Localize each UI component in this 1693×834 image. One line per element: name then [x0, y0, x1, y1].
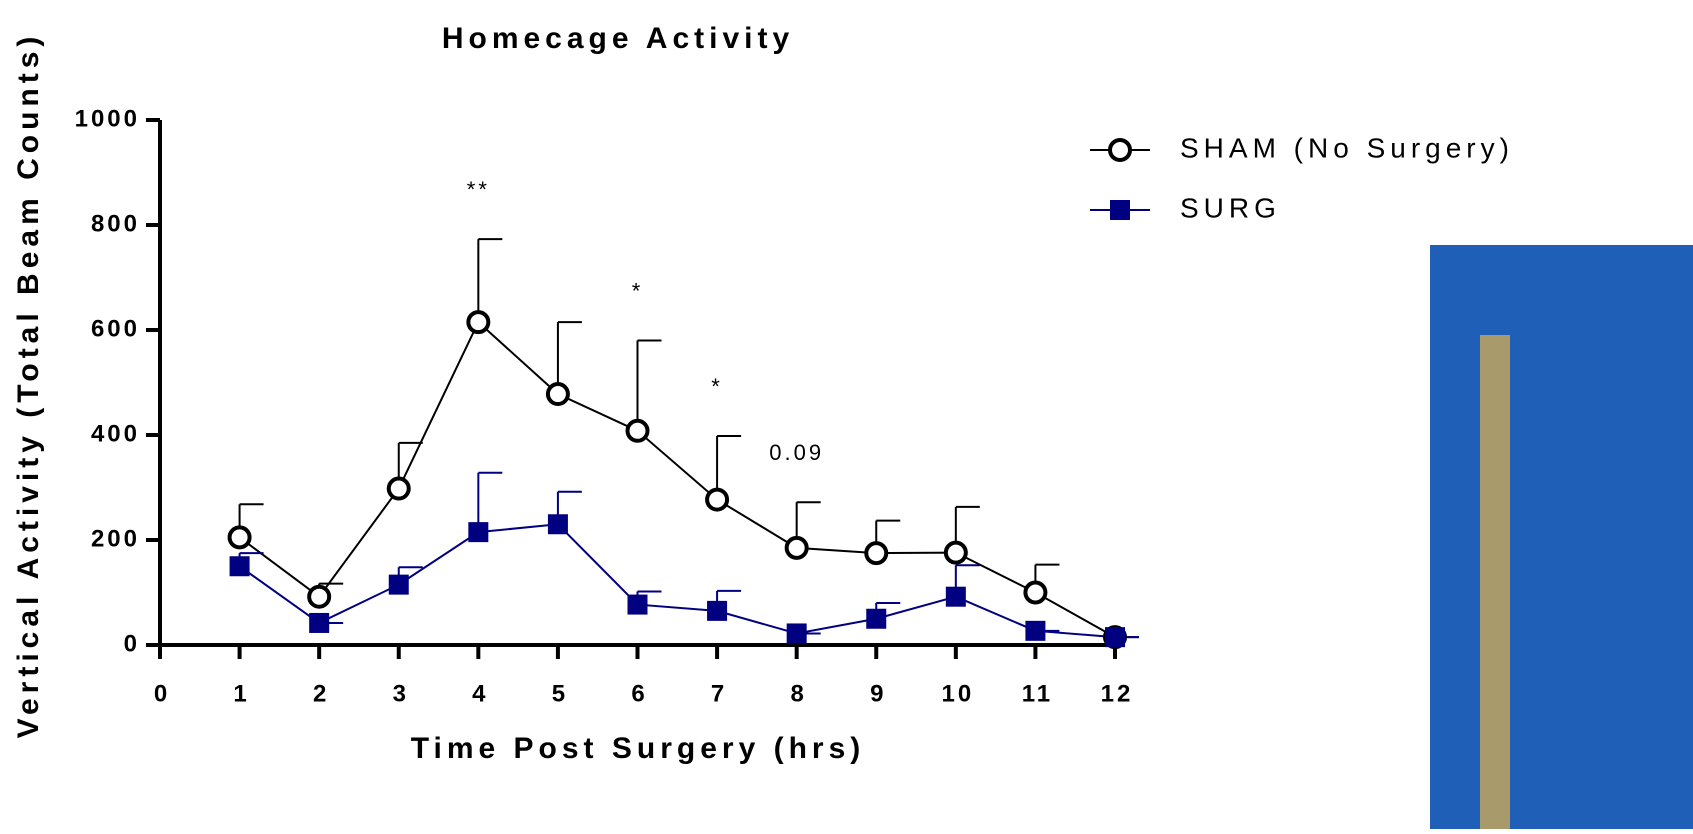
annotation: 0.09 — [769, 440, 824, 465]
y-tick-label: 800 — [91, 210, 140, 237]
annotation: * — [632, 278, 644, 303]
series-line — [238, 320, 1116, 638]
legend-label: SURG — [1180, 192, 1281, 223]
y-tick-label: 600 — [91, 315, 140, 342]
x-tick-label: 4 — [472, 680, 488, 707]
data-point — [707, 600, 728, 621]
data-point — [784, 535, 809, 560]
data-point — [227, 525, 252, 550]
photo-apparatus — [1480, 335, 1510, 829]
y-tick-label: 1000 — [75, 105, 140, 132]
x-tick-label: 11 — [1022, 680, 1053, 707]
chart-title: Homecage Activity — [442, 22, 794, 55]
data-point — [705, 487, 730, 512]
legend-label: SHAM (No Surgery) — [1180, 132, 1514, 163]
data-point — [786, 623, 807, 644]
y-tick-label: 200 — [91, 525, 140, 552]
x-tick-label: 0 — [154, 680, 170, 707]
data-point — [547, 514, 568, 535]
data-point — [545, 382, 570, 407]
data-point — [309, 612, 330, 633]
data-point — [468, 522, 489, 543]
x-tick-label: 12 — [1101, 680, 1134, 707]
x-tick-label: 1 — [233, 680, 249, 707]
photo — [1430, 245, 1693, 829]
x-tick-label: 2 — [313, 680, 329, 707]
x-tick-label: 10 — [941, 680, 974, 707]
data-point — [866, 608, 887, 629]
data-point — [864, 541, 889, 566]
annotation: ** — [467, 177, 490, 202]
y-tick-label: 0 — [124, 630, 140, 657]
series-line — [239, 523, 1116, 639]
data-point — [386, 476, 411, 501]
x-tick-label: 9 — [870, 680, 886, 707]
annotation: * — [711, 374, 723, 399]
data-point — [1105, 627, 1125, 648]
x-tick-label: 6 — [631, 680, 647, 707]
y-tick-label: 400 — [91, 420, 140, 447]
legend-marker — [1110, 200, 1130, 220]
data-point — [388, 574, 409, 595]
data-point — [307, 584, 332, 609]
legend-marker — [1108, 138, 1132, 162]
x-axis-label: Time Post Surgery (hrs) — [411, 732, 866, 765]
data-point — [1023, 580, 1048, 605]
x-tick-label: 3 — [393, 680, 409, 707]
data-point — [625, 418, 650, 443]
x-tick-label: 8 — [790, 680, 806, 707]
data-point — [943, 540, 968, 565]
x-tick-label: 7 — [711, 680, 727, 707]
data-point — [229, 556, 250, 577]
x-tick-label: 5 — [552, 680, 568, 707]
data-point — [945, 586, 966, 607]
data-point — [466, 310, 491, 335]
y-axis-label: Vertical Activity (Total Beam Counts) — [12, 32, 45, 739]
data-point — [627, 594, 648, 615]
data-point — [1025, 620, 1046, 641]
